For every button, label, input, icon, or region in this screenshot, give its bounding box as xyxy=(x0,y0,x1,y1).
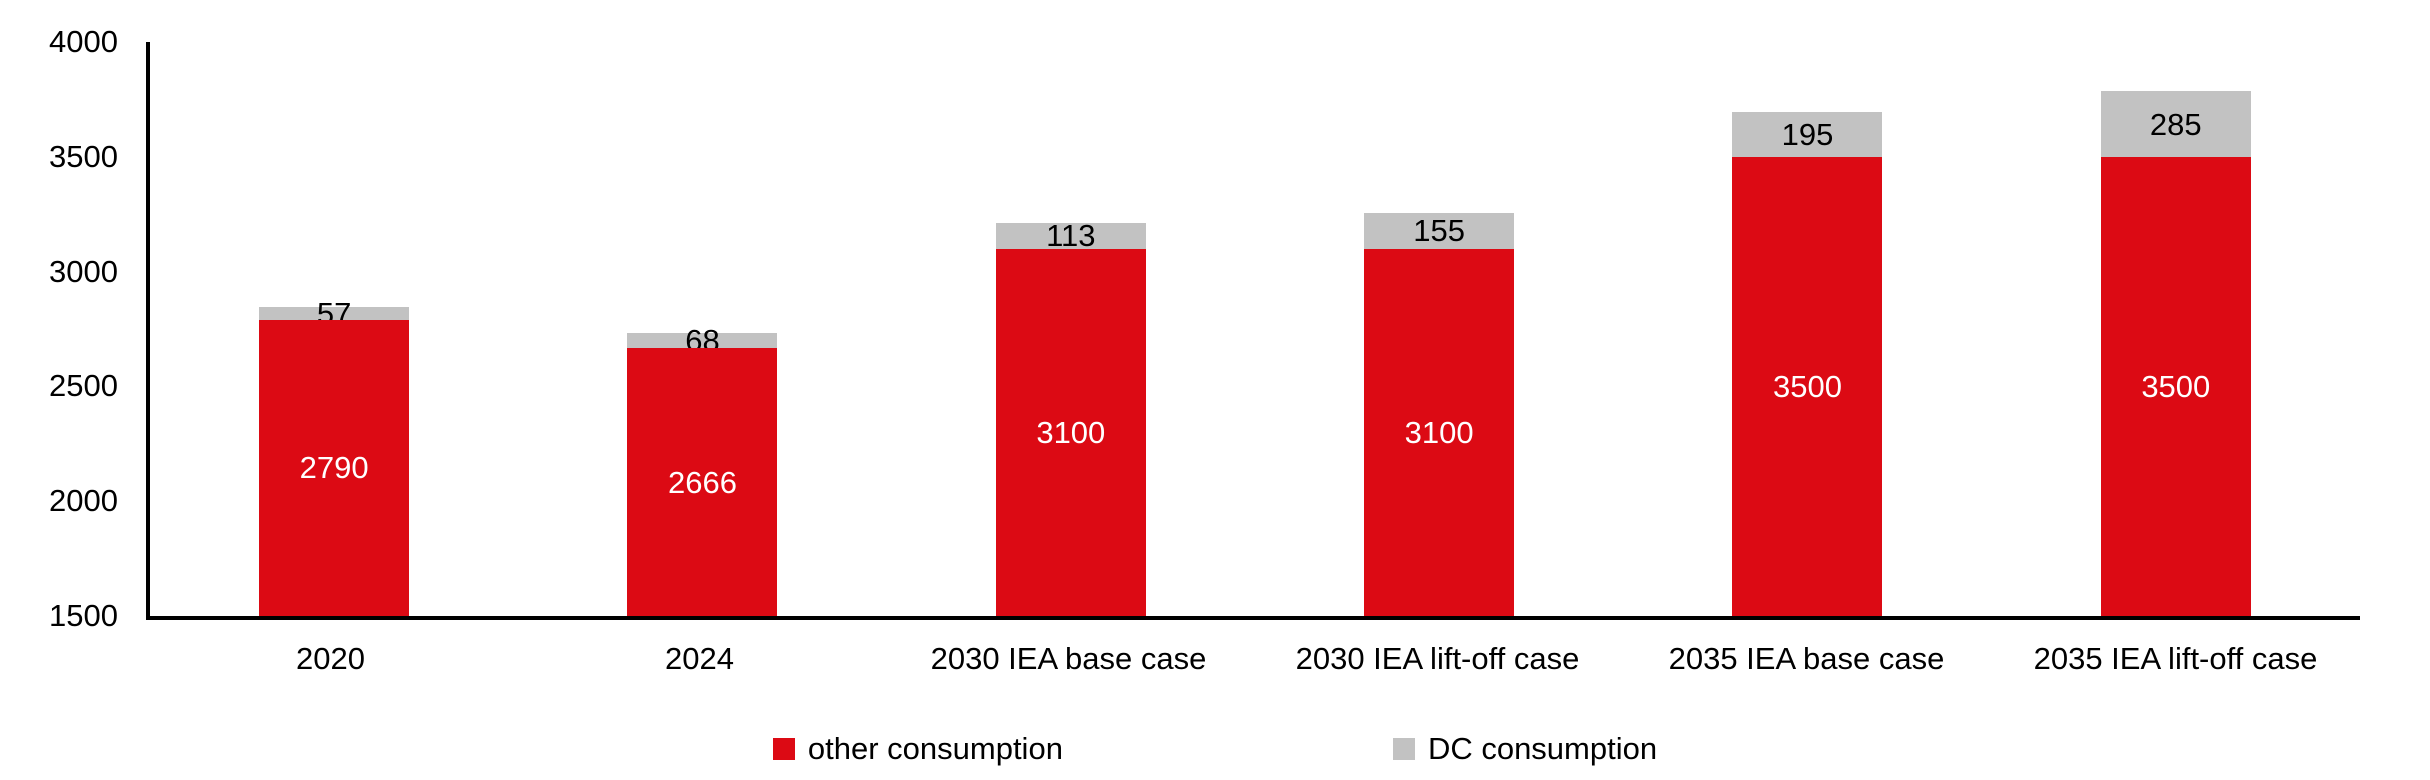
data-label-dc-consumption: 155 xyxy=(1413,213,1465,249)
y-axis-tick-label: 2500 xyxy=(49,368,118,404)
legend-swatch-icon xyxy=(1392,738,1415,760)
data-label-other-consumption: 3500 xyxy=(1772,368,1842,404)
segment-dc-consumption: 285 xyxy=(2100,91,2251,157)
segment-other-consumption: 2790 xyxy=(259,319,410,616)
segment-other-consumption: 3100 xyxy=(1364,248,1515,616)
x-axis-tick-label: 2035 IEA base case xyxy=(1668,641,1945,676)
category-slot: 57 2790 xyxy=(150,42,518,616)
bar-2020: 57 2790 xyxy=(259,298,410,616)
segment-dc-consumption: 155 xyxy=(1364,213,1515,249)
legend-label: other consumption xyxy=(807,731,1063,766)
data-label-dc-consumption: 113 xyxy=(1046,218,1096,254)
y-axis-tick-label: 3000 xyxy=(49,253,118,289)
segment-dc-consumption: 57 xyxy=(259,298,410,329)
data-label-other-consumption: 2666 xyxy=(668,464,737,500)
segment-dc-consumption: 113 xyxy=(995,218,1146,254)
segment-other-consumption: 3500 xyxy=(1732,156,1883,616)
bar-2030-iea-base-case: 113 3100 xyxy=(995,218,1146,616)
x-axis-tick-label: 2020 xyxy=(296,641,365,676)
legend-swatch-icon xyxy=(772,738,795,760)
x-axis-tick-label: 2030 IEA lift-off case xyxy=(1295,641,1580,676)
category-slot: 155 3100 xyxy=(1255,42,1623,616)
y-axis-tick-label: 4000 xyxy=(49,24,118,59)
data-label-dc-consumption: 195 xyxy=(1781,116,1834,152)
segment-dc-consumption: 195 xyxy=(1732,112,1883,157)
category-slot: 113 3100 xyxy=(887,42,1255,616)
x-axis-tick-labels: 2020 2024 2030 IEA base case 2030 IEA lift-… xyxy=(146,641,2360,677)
category-slot: 195 3500 xyxy=(1623,42,1991,616)
segment-dc-consumption: 68 xyxy=(627,325,778,356)
x-axis-tick-label: 2024 xyxy=(665,641,734,676)
legend-entry-dc-consumption: DC consumption xyxy=(1392,731,1658,767)
legend-entry-other-consumption: other consumption xyxy=(772,731,1063,767)
segment-other-consumption: 3500 xyxy=(2100,156,2251,616)
bar-2024: 68 2666 xyxy=(627,325,778,616)
bar-2030-iea-lift-off-case: 155 3100 xyxy=(1364,213,1515,616)
data-label-other-consumption: 3500 xyxy=(2141,368,2211,404)
plot-area: 57 2790 68 2666 113 3100 155 3100 195 3500 285 3500 xyxy=(146,42,2360,620)
segment-other-consumption: 2666 xyxy=(627,348,778,616)
legend: other consumption DC consumption xyxy=(0,731,2430,767)
bar-2035-iea-lift-off-case: 285 3500 xyxy=(2100,91,2251,616)
y-axis-tick-label: 3500 xyxy=(49,138,118,174)
segment-other-consumption: 3100 xyxy=(995,248,1146,616)
category-slot: 68 2666 xyxy=(518,42,886,616)
x-axis-tick-label: 2035 IEA lift-off case xyxy=(2033,641,2318,676)
legend-label: DC consumption xyxy=(1427,731,1658,766)
data-label-dc-consumption: 285 xyxy=(2149,106,2202,142)
y-axis-tick-label: 1500 xyxy=(49,598,118,633)
data-label-other-consumption: 3100 xyxy=(1036,414,1106,450)
x-axis-tick-label: 2030 IEA base case xyxy=(930,641,1207,676)
data-label-other-consumption: 3100 xyxy=(1404,414,1474,450)
data-label-other-consumption: 2790 xyxy=(299,450,369,486)
bar-2035-iea-base-case: 195 3500 xyxy=(1732,112,1883,616)
category-slot: 285 3500 xyxy=(1992,42,2360,616)
y-axis-tick-label: 2000 xyxy=(49,483,118,519)
